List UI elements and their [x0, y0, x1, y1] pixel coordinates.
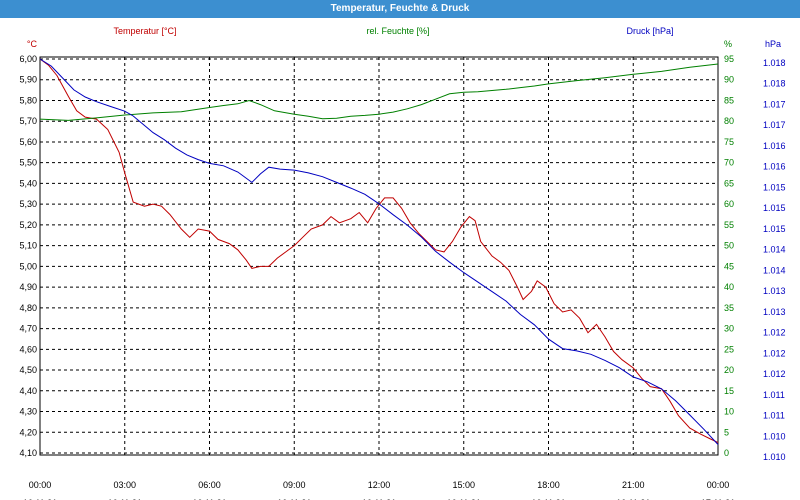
x-tick-label-date: 16.11.21	[531, 498, 565, 500]
y-tick-label-pressure: 1.010	[763, 452, 786, 462]
y-tick-label-temperature: 5,70	[19, 116, 37, 126]
y-tick-label-humidity: 20	[724, 365, 734, 375]
y-tick-label-temperature: 4,80	[19, 303, 37, 313]
x-tick-label-time: 15:00	[452, 480, 475, 490]
legend-temperature: Temperatur [°C]	[113, 26, 176, 36]
y-tick-label-humidity: 80	[724, 116, 734, 126]
y-tick-label-humidity: 40	[724, 282, 734, 292]
y-tick-label-pressure: 1.010	[763, 431, 786, 441]
y-tick-label-pressure: 1.016	[763, 141, 786, 151]
y-tick-label-temperature: 5,50	[19, 158, 37, 168]
x-tick-label-time: 06:00	[198, 480, 221, 490]
x-tick-label-time: 00:00	[707, 480, 730, 490]
y-tick-label-pressure: 1.015	[763, 182, 786, 192]
y-tick-label-humidity: 60	[724, 199, 734, 209]
y-tick-label-humidity: 95	[724, 54, 734, 64]
y-tick-label-temperature: 5,90	[19, 75, 37, 85]
x-tick-label-time: 12:00	[368, 480, 391, 490]
legend-humidity: rel. Feuchte [%]	[366, 26, 429, 36]
y-tick-label-humidity: 65	[724, 178, 734, 188]
y-tick-label-temperature: 5,30	[19, 199, 37, 209]
y-tick-label-temperature: 5,60	[19, 137, 37, 147]
y-tick-label-pressure: 1.014	[763, 265, 786, 275]
y-tick-label-humidity: 90	[724, 75, 734, 85]
x-tick-label-date: 16.11.21	[192, 498, 226, 500]
y-tick-label-temperature: 4,10	[19, 448, 37, 458]
y-tick-label-humidity: 55	[724, 220, 734, 230]
y-tick-label-humidity: 15	[724, 386, 734, 396]
y-tick-label-humidity: 25	[724, 344, 734, 354]
x-tick-label-time: 09:00	[283, 480, 306, 490]
y-tick-label-temperature: 5,20	[19, 220, 37, 230]
y-tick-label-pressure: 1.012	[763, 328, 786, 338]
y-tick-label-pressure: 1.017	[763, 99, 786, 109]
y-tick-label-temperature: 4,60	[19, 344, 37, 354]
y-tick-label-pressure: 1.015	[763, 203, 786, 213]
y-axis-unit-temperature: °C	[27, 39, 38, 49]
y-tick-label-pressure: 1.018	[763, 58, 786, 68]
x-tick-label-time: 03:00	[113, 480, 136, 490]
y-tick-label-temperature: 5,80	[19, 95, 37, 105]
y-tick-label-temperature: 6,00	[19, 54, 37, 64]
y-tick-label-humidity: 70	[724, 158, 734, 168]
y-tick-label-temperature: 4,50	[19, 365, 37, 375]
y-tick-label-humidity: 85	[724, 95, 734, 105]
x-tick-label-date: 17.11.21	[701, 498, 735, 500]
y-axis-unit-pressure: hPa	[765, 39, 781, 49]
x-tick-label-time: 18:00	[537, 480, 560, 490]
y-tick-label-temperature: 4,20	[19, 427, 37, 437]
y-tick-label-humidity: 30	[724, 324, 734, 334]
y-axis-unit-humidity: %	[724, 39, 732, 49]
x-tick-label-date: 16.11.21	[447, 498, 481, 500]
series-line-humidity	[39, 63, 719, 121]
x-tick-label-date: 16.11.21	[616, 498, 650, 500]
x-tick-label-date: 16.11.21	[362, 498, 396, 500]
y-tick-label-humidity: 5	[724, 427, 729, 437]
y-tick-label-pressure: 1.014	[763, 245, 786, 255]
legend-pressure: Druck [hPa]	[626, 26, 673, 36]
y-tick-label-humidity: 50	[724, 241, 734, 251]
y-tick-label-pressure: 1.017	[763, 120, 786, 130]
y-tick-label-pressure: 1.011	[763, 390, 785, 400]
x-tick-label-time: 21:00	[622, 480, 645, 490]
y-tick-label-pressure: 1.015	[763, 224, 786, 234]
x-tick-label-time: 00:00	[29, 480, 52, 490]
y-tick-label-temperature: 4,30	[19, 407, 37, 417]
y-tick-label-temperature: 4,70	[19, 324, 37, 334]
y-tick-label-humidity: 45	[724, 261, 734, 271]
y-tick-label-pressure: 1.016	[763, 162, 786, 172]
y-tick-label-pressure: 1.013	[763, 286, 786, 296]
y-tick-label-pressure: 1.012	[763, 348, 786, 358]
line-chart: 00:00 16.11.21 03:00 16.11.21 06:00 16.11.21 0…	[19, 26, 786, 500]
x-tick-label-date: 16.11.21	[277, 498, 311, 500]
y-tick-label-humidity: 10	[724, 407, 734, 417]
y-tick-label-humidity: 35	[724, 303, 734, 313]
y-tick-label-temperature: 5,40	[19, 178, 37, 188]
y-tick-label-pressure: 1.013	[763, 307, 786, 317]
y-tick-label-temperature: 4,90	[19, 282, 37, 292]
y-tick-label-pressure: 1.011	[763, 411, 785, 421]
x-tick-label-date: 16.11.21	[108, 498, 142, 500]
y-tick-label-pressure: 1.018	[763, 79, 786, 89]
y-tick-label-pressure: 1.012	[763, 369, 786, 379]
y-tick-label-temperature: 4,40	[19, 386, 37, 396]
x-tick-label-date: 16.11.21	[23, 498, 57, 500]
y-tick-label-temperature: 5,00	[19, 261, 37, 271]
y-tick-label-temperature: 5,10	[19, 241, 37, 251]
window-title: Temperatur, Feuchte & Druck	[0, 0, 800, 18]
y-tick-label-humidity: 0	[724, 448, 729, 458]
series-line-temperature	[39, 58, 719, 444]
y-tick-label-humidity: 75	[724, 137, 734, 147]
series-line-pressure	[39, 58, 719, 445]
